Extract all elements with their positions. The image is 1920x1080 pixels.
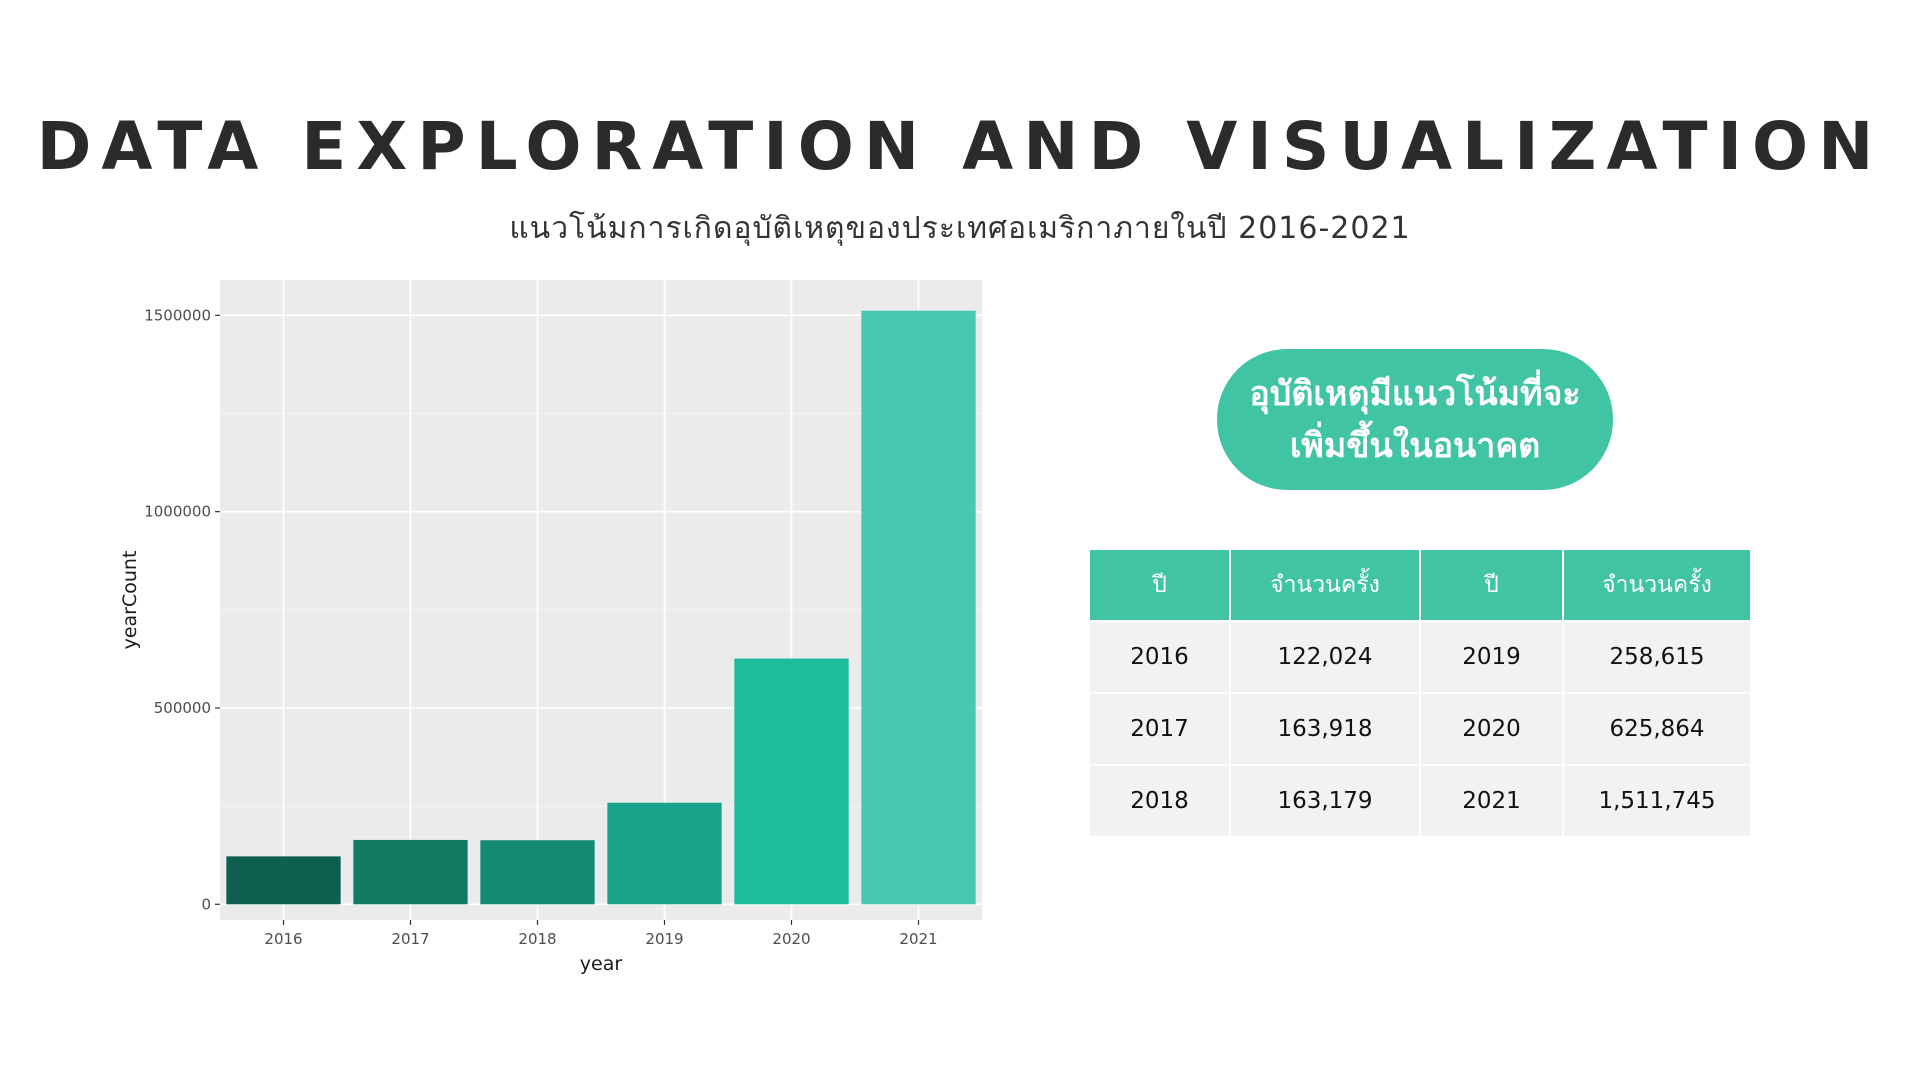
table-cell: 122,024 xyxy=(1229,620,1421,694)
header-year-2: ปี xyxy=(1419,548,1564,622)
bar-chart: 0 500000 1000000 1500000 2016 2017 2018 2019 20… xyxy=(100,270,1000,990)
bar-2016 xyxy=(226,856,341,905)
y-tick-label: 1000000 xyxy=(144,503,211,521)
x-tick-label: 2018 xyxy=(518,930,556,948)
bar-2017 xyxy=(353,839,468,905)
x-tick-label: 2021 xyxy=(899,930,937,948)
header-count-1: จำนวนครั้ง xyxy=(1229,548,1421,622)
table-cell: 2016 xyxy=(1088,620,1231,694)
bar-2019 xyxy=(607,802,722,905)
y-tick-label: 0 xyxy=(201,895,211,913)
table-cell: 258,615 xyxy=(1562,620,1752,694)
bar-2021 xyxy=(861,310,976,905)
table-cell: 2020 xyxy=(1419,692,1564,766)
table-cell: 163,179 xyxy=(1229,764,1421,838)
accident-count-table: ปี จำนวนครั้ง ปี จำนวนครั้ง 2016 122,024… xyxy=(1088,548,1752,838)
table-cell: 2018 xyxy=(1088,764,1231,838)
callout-line-2: เพิ่มขึ้นในอนาคต xyxy=(1289,425,1541,466)
x-tick-label: 2019 xyxy=(645,930,683,948)
page-subtitle: แนวโน้มการเกิดอุบัติเหตุของประเทศอเมริกา… xyxy=(509,211,1411,246)
table-cell: 2021 xyxy=(1419,764,1564,838)
trend-callout: อุบัติเหตุมีแนวโน้มที่จะ เพิ่มขึ้นในอนาค… xyxy=(1217,349,1613,490)
table-cell: 2017 xyxy=(1088,692,1231,766)
x-tick-label: 2016 xyxy=(264,930,302,948)
table-cell: 625,864 xyxy=(1562,692,1752,766)
page-title: DATA EXPLORATION AND VISUALIZATION xyxy=(36,108,1884,185)
callout-line-1: อุบัติเหตุมีแนวโน้มที่จะ xyxy=(1249,373,1581,414)
x-tick-label: 2020 xyxy=(772,930,810,948)
table-row: 2016 122,024 2019 258,615 xyxy=(1088,620,1752,694)
header-year-1: ปี xyxy=(1088,548,1231,622)
table-header-row: ปี จำนวนครั้ง ปี จำนวนครั้ง xyxy=(1088,548,1752,622)
table-cell: 2019 xyxy=(1419,620,1564,694)
x-axis-ticks: 2016 2017 2018 2019 2020 2021 xyxy=(264,920,938,948)
bar-2018 xyxy=(480,840,595,905)
y-tick-label: 500000 xyxy=(154,699,211,717)
header-count-2: จำนวนครั้ง xyxy=(1562,548,1752,622)
y-tick-label: 1500000 xyxy=(144,306,211,324)
x-axis-label: year xyxy=(580,953,623,975)
table-row: 2018 163,179 2021 1,511,745 xyxy=(1088,764,1752,838)
bars xyxy=(226,310,976,905)
y-axis-ticks: 0 500000 1000000 1500000 xyxy=(144,306,220,913)
table-cell: 163,918 xyxy=(1229,692,1421,766)
x-tick-label: 2017 xyxy=(391,930,429,948)
plot-panel xyxy=(220,280,982,920)
table-cell: 1,511,745 xyxy=(1562,764,1752,838)
table-row: 2017 163,918 2020 625,864 xyxy=(1088,692,1752,766)
bar-2020 xyxy=(734,658,849,905)
y-axis-label: yearCount xyxy=(119,551,141,650)
grid-minor xyxy=(220,412,982,807)
